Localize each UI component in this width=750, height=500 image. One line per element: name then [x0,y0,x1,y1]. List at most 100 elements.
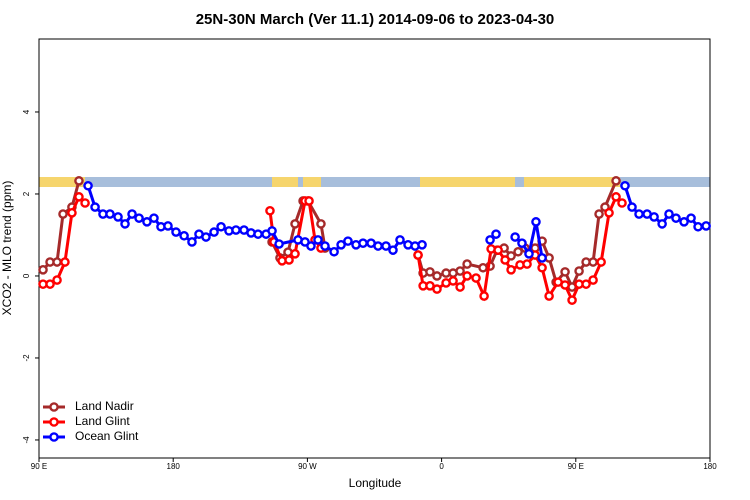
legend-label: Ocean Glint [75,429,139,443]
data-point [425,267,435,277]
data-point [290,219,300,229]
data-point [581,279,591,289]
land-strip [39,177,85,187]
chart-title: 25N-30N March (Ver 11.1) 2014-09-06 to 2… [196,11,555,28]
data-point [686,213,696,223]
x-tick-label: 180 [703,462,717,471]
data-point [274,239,284,249]
data-point [620,180,630,191]
data-point [611,192,621,202]
data-point [455,282,465,292]
y-tick-label: -4 [22,436,31,444]
data-point [588,257,598,267]
data-point [381,241,391,251]
data-point [491,229,501,239]
data-point [448,276,458,286]
data-point [142,217,152,227]
data-point [513,246,523,257]
data-point [617,198,627,208]
data-point [500,255,510,265]
data-point [413,250,423,260]
data-point [574,266,584,276]
data-point [38,265,48,275]
data-point [594,209,604,219]
land-strip [420,177,515,187]
data-point [231,225,241,235]
land-strip [303,177,321,187]
data-point [455,266,465,276]
data-point [83,180,93,191]
data-point [267,226,277,236]
data-point [671,213,681,223]
data-point [105,209,115,219]
data-point [149,213,159,223]
data-point [544,291,554,301]
x-tick-label: 0 [439,462,444,471]
data-point [701,221,711,231]
data-point [388,245,398,255]
data-point [67,208,77,218]
data-point [127,209,137,219]
data-point [320,241,330,251]
data-point [120,219,130,229]
land-strip [272,177,298,187]
data-point [588,275,598,285]
y-tick-label: 4 [22,109,31,114]
y-tick-label: 2 [22,191,31,196]
data-point [163,221,173,231]
data-point [265,205,275,216]
data-point [179,230,189,241]
data-point [417,240,427,250]
y-tick-label: -2 [22,354,31,362]
x-axis-label: Longitude [349,476,402,490]
data-point [306,241,316,251]
data-point [506,265,516,275]
data-point [358,238,368,248]
data-point [329,246,339,257]
data-point [343,236,353,246]
data-point [216,221,226,232]
data-point [432,284,442,294]
x-tick-label: 90 E [568,462,584,471]
x-tick-label: 180 [167,462,181,471]
data-point [74,192,84,202]
y-axis-label: XCO2 - MLO trend (ppm) [0,181,14,316]
data-point [485,235,495,245]
data-point [664,209,674,219]
data-point [74,176,84,186]
data-point [560,280,570,290]
data-point [493,245,503,255]
series-line [41,180,618,291]
data-point [531,217,541,227]
data-point [52,257,62,267]
data-point [627,202,637,212]
data-point [479,291,489,301]
data-point [373,241,383,251]
data-point [253,229,263,239]
legend-label: Land Glint [75,414,130,428]
data-point [316,219,326,229]
data-point [537,262,547,273]
data-point [284,255,294,265]
data-point [58,209,68,219]
data-point [657,219,667,229]
data-point [60,257,70,267]
data-point [604,208,614,218]
data-point [537,253,547,263]
data-point [187,237,197,247]
y-tick-label: 0 [22,273,31,278]
data-point [304,196,314,206]
plot-frame [38,38,711,459]
land-strip [524,177,620,187]
data-point [52,275,62,285]
legend-label: Land Nadir [75,399,134,413]
legend-marker [49,417,59,427]
data-point [596,257,606,267]
data-point [134,213,144,223]
data-point [395,235,405,245]
data-point [634,209,644,219]
data-point [113,212,123,222]
data-point [171,227,181,237]
